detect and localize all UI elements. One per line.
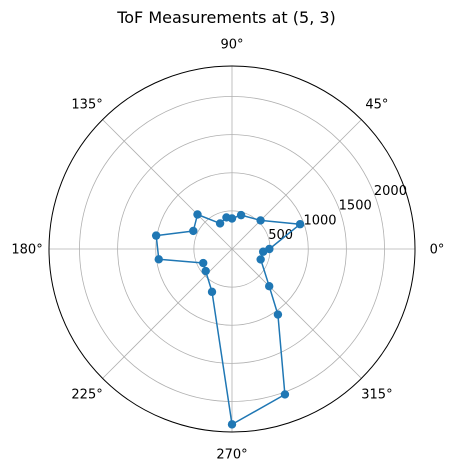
data-point (154, 255, 163, 264)
radial-tick-label: 2000 (374, 184, 407, 199)
data-point (215, 219, 225, 228)
data-point (201, 266, 210, 276)
angular-gridline-1 (231, 119, 362, 250)
radial-tick-label: 500 (268, 228, 293, 243)
radial-tick-label: 1000 (303, 213, 336, 228)
angle-tick-label: 45° (365, 98, 388, 113)
angle-tick-label: 270° (216, 447, 247, 462)
series-line-0 (155, 213, 301, 426)
data-point (256, 255, 265, 264)
data-point (193, 210, 202, 219)
data-point (151, 231, 161, 240)
angle-tick-label: 135° (71, 98, 102, 113)
polar-spine (48, 65, 416, 433)
data-point (280, 390, 290, 399)
data-point (295, 220, 305, 229)
data-point (189, 226, 198, 236)
data-point (207, 287, 217, 297)
radial-tick-label: 1500 (339, 199, 372, 214)
data-point (236, 210, 246, 220)
angle-tick-label: 90° (220, 38, 243, 53)
angle-tick-label: 0° (430, 243, 445, 258)
data-point (222, 213, 231, 222)
chart-title: ToF Measurements at (5, 3) (117, 8, 336, 27)
data-point (258, 247, 268, 256)
angular-gridline-5 (102, 248, 233, 379)
angular-gridline-3 (102, 119, 233, 250)
angle-tick-label: 180° (11, 243, 42, 258)
data-point (227, 420, 237, 429)
data-point (273, 310, 283, 319)
angle-tick-label: 225° (71, 387, 102, 402)
angular-gridline-7 (231, 248, 362, 379)
angle-tick-label: 315° (361, 387, 392, 402)
data-point (256, 216, 265, 225)
data-point (265, 282, 274, 291)
data-point (199, 258, 208, 268)
